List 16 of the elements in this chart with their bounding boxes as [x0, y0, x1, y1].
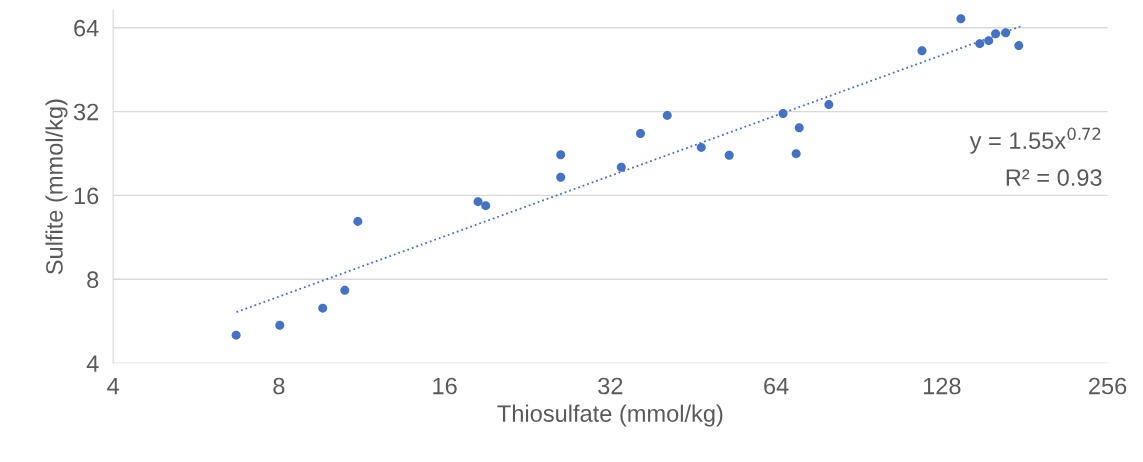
annotation: R² = 0.93	[1006, 169, 1102, 186]
x-tick-label: 64	[764, 377, 789, 395]
x-tick-label: 8	[273, 377, 285, 395]
y-axis-title: Sulfite (mmol/kg)	[45, 99, 68, 275]
x-tick-label: 32	[598, 377, 623, 395]
y-tick-label: 8	[87, 271, 99, 289]
y-tick-label: 4	[86, 355, 99, 372]
x-tick-label: 128	[923, 377, 961, 395]
y-tick-label: 32	[73, 103, 99, 121]
x-tick-label: 16	[433, 377, 457, 395]
y-tick-label: 16	[74, 187, 99, 205]
annotation: y = 1.55x$^{0.72}$	[969, 127, 1101, 154]
x-tick-label: 256	[1089, 377, 1127, 395]
x-tick-label: 4	[107, 377, 120, 395]
y-tick-label: 64	[74, 19, 99, 37]
x-axis-title: Thiosulfate (mmol/kg)	[497, 404, 723, 427]
